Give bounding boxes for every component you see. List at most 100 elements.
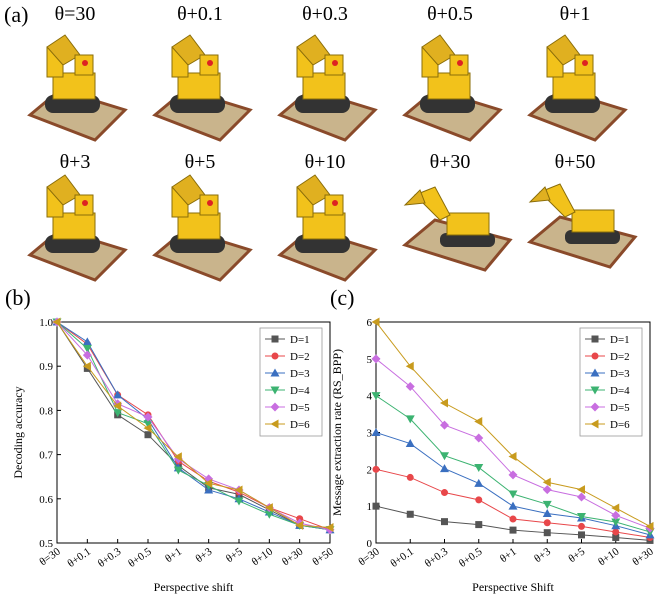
- marker: [544, 529, 551, 536]
- legend-label: D=3: [610, 368, 630, 380]
- y-tick-label: 0.8: [39, 405, 53, 417]
- marker: [543, 478, 551, 487]
- render-image: [530, 35, 625, 140]
- x-tick-label: θ+1: [498, 546, 519, 566]
- figure: (a) θ=30θ+0.1θ+0.3θ+0.5θ+1θ+3θ+5θ+10θ+30…: [0, 0, 655, 595]
- panel-a: (a): [4, 2, 635, 280]
- x-tick-label: θ+1: [163, 546, 184, 566]
- legend-label: D=5: [610, 402, 630, 414]
- x-tick-label: θ+3: [194, 545, 215, 565]
- x-tick-label: θ+10: [596, 545, 622, 568]
- marker: [474, 479, 483, 487]
- render-image: [280, 35, 375, 140]
- render-image: [155, 35, 250, 140]
- render-image: [280, 175, 375, 280]
- legend-label: D=6: [610, 419, 630, 431]
- render-image: [405, 35, 500, 140]
- legend-label: D=1: [290, 334, 310, 346]
- legend-label: D=6: [290, 419, 310, 431]
- marker: [407, 474, 414, 481]
- marker: [611, 504, 619, 513]
- image-caption: θ+10: [305, 151, 346, 173]
- legend-label: D=1: [610, 334, 630, 346]
- image-caption: θ=30: [55, 3, 96, 25]
- x-tick-label: θ=30: [356, 545, 382, 568]
- render-image: [405, 187, 510, 270]
- y-tick-label: 1: [367, 501, 373, 513]
- x-axis-label: Perspective Shift: [472, 580, 554, 594]
- image-caption: θ+0.1: [177, 3, 223, 25]
- image-caption: θ+5: [185, 151, 216, 173]
- image-caption: θ+50: [555, 151, 596, 173]
- image-caption: θ+1: [560, 3, 591, 25]
- x-axis-label: Perspective shift: [154, 580, 234, 594]
- render-image: [530, 184, 635, 267]
- marker: [475, 496, 482, 503]
- x-tick-label: θ+30: [630, 545, 655, 568]
- x-tick-label: θ+10: [250, 545, 276, 568]
- marker: [510, 516, 517, 523]
- y-tick-label: 6: [367, 317, 373, 329]
- legend-label: D=3: [290, 368, 310, 380]
- image-caption: θ+0.3: [302, 3, 348, 25]
- marker: [407, 511, 414, 518]
- y-tick-label: 0.9: [39, 361, 53, 373]
- render-image: [30, 35, 125, 140]
- image-caption: θ+0.5: [427, 3, 473, 25]
- marker: [441, 489, 448, 496]
- y-tick-label: 0.6: [39, 494, 53, 506]
- render-image: [30, 175, 125, 280]
- x-tick-label: θ+0.1: [66, 546, 94, 570]
- x-tick-label: θ+0.5: [457, 545, 485, 570]
- image-caption: θ+30: [430, 151, 471, 173]
- marker: [441, 518, 448, 525]
- y-tick-label: 1.0: [39, 317, 53, 329]
- legend-label: D=5: [290, 402, 310, 414]
- marker: [577, 485, 585, 494]
- marker: [373, 503, 380, 510]
- y-axis-label: Decoding accuracy: [11, 386, 25, 478]
- marker: [474, 464, 483, 472]
- x-tick-label: θ+0.1: [388, 546, 416, 570]
- marker: [509, 502, 518, 510]
- marker: [543, 501, 552, 509]
- x-tick-label: θ+0.3: [96, 545, 124, 570]
- marker: [592, 353, 599, 360]
- x-tick-label: θ+30: [280, 545, 306, 568]
- marker: [475, 521, 482, 528]
- marker: [440, 464, 449, 472]
- marker: [373, 466, 380, 473]
- panel-label: (b): [5, 285, 31, 310]
- panel-label: (c): [330, 285, 354, 310]
- image-caption: θ+3: [60, 151, 91, 173]
- marker: [406, 362, 414, 371]
- marker: [440, 452, 449, 460]
- legend-label: D=4: [610, 385, 630, 397]
- x-tick-label: θ+50: [310, 545, 336, 568]
- marker: [474, 417, 482, 426]
- legend-label: D=4: [290, 385, 310, 397]
- marker: [272, 336, 279, 343]
- y-tick-label: 4: [367, 391, 373, 403]
- x-tick-label: θ+0.5: [126, 545, 154, 570]
- x-tick-label: θ+3: [532, 545, 553, 565]
- marker: [612, 528, 619, 535]
- marker: [578, 523, 585, 530]
- y-tick-label: 2: [367, 464, 373, 476]
- x-tick-label: θ+5: [224, 545, 245, 565]
- marker: [578, 531, 585, 538]
- x-tick-label: θ+0.3: [423, 545, 451, 570]
- render-image: [155, 175, 250, 280]
- legend-label: D=2: [290, 351, 310, 363]
- marker: [544, 519, 551, 526]
- marker: [592, 336, 599, 343]
- panel-label: (a): [4, 2, 28, 27]
- y-tick-label: 5: [367, 354, 373, 366]
- marker: [272, 353, 279, 360]
- legend-label: D=2: [610, 351, 630, 363]
- y-axis-label: Message extraction rate (RS_BPP): [330, 349, 344, 516]
- y-tick-label: 0.7: [39, 450, 53, 462]
- x-tick-label: θ+5: [566, 545, 587, 565]
- marker: [145, 431, 152, 438]
- marker: [510, 527, 517, 534]
